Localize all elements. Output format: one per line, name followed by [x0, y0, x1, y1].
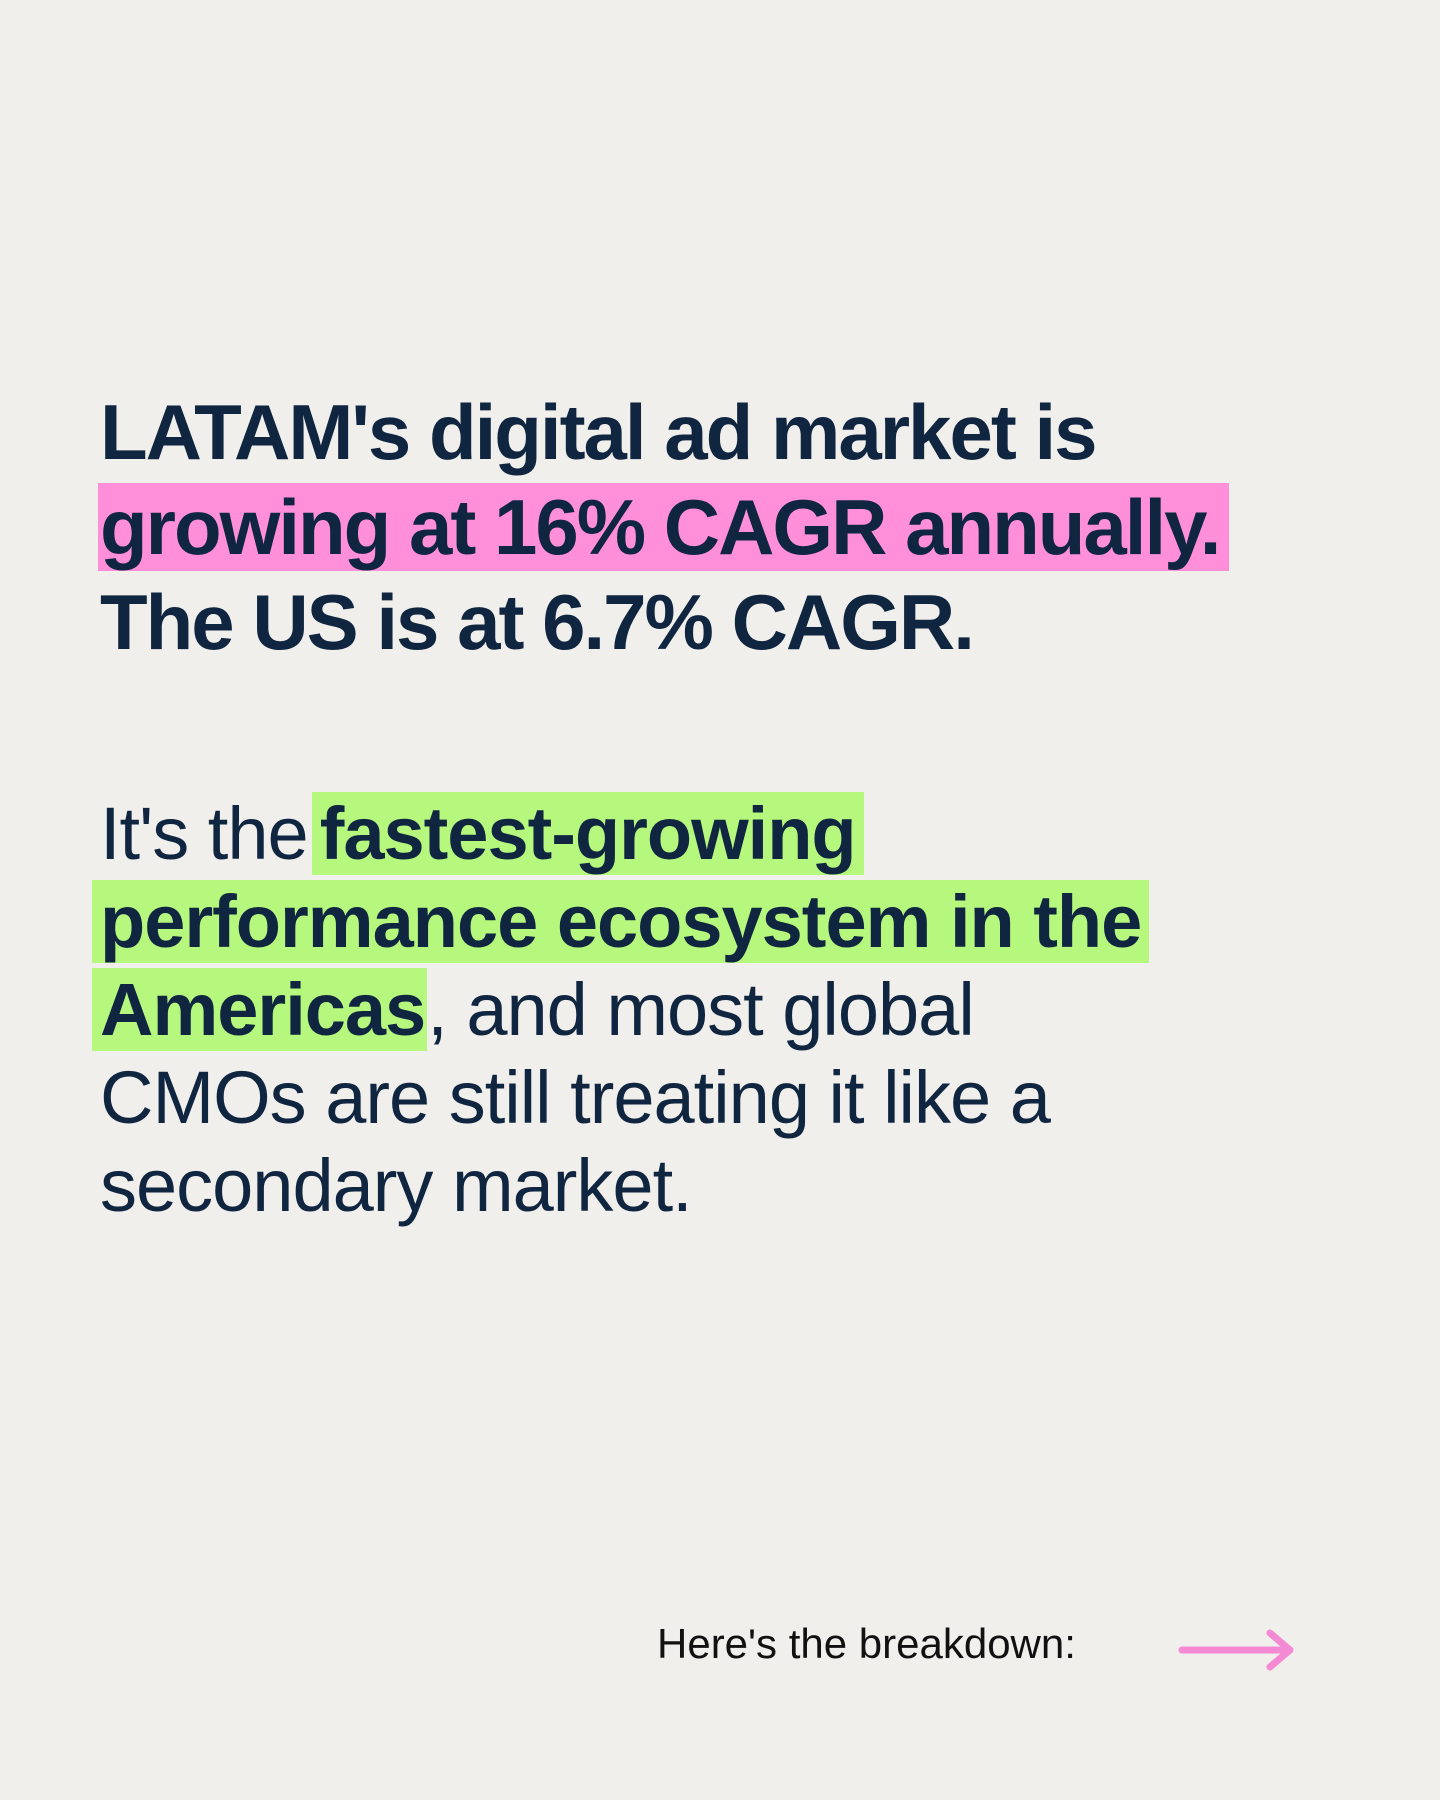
body-text-line: , and most global — [427, 968, 975, 1051]
body-highlight: performance ecosystem in the — [92, 880, 1150, 963]
body-highlight: fastest-growing — [311, 792, 864, 875]
body-lead: It's the — [100, 792, 309, 875]
body-text: It's the fastest-growing performance ecos… — [92, 790, 1150, 1230]
cta-text[interactable]: Here's the breakdown: — [657, 1620, 1076, 1667]
body-highlight: Americas — [92, 968, 428, 1051]
arrow-icon[interactable] — [1178, 1625, 1298, 1675]
headline-line: The US is at 6.7% CAGR. — [100, 578, 975, 666]
headline: LATAM's digital ad market is growing at … — [98, 385, 1230, 670]
body-text-line: secondary market. — [100, 1144, 693, 1227]
headline-line: LATAM's digital ad market is — [100, 388, 1098, 476]
headline-highlight: growing at 16% CAGR annually. — [98, 483, 1230, 571]
body-text-line: CMOs are still treating it like a — [100, 1056, 1051, 1139]
